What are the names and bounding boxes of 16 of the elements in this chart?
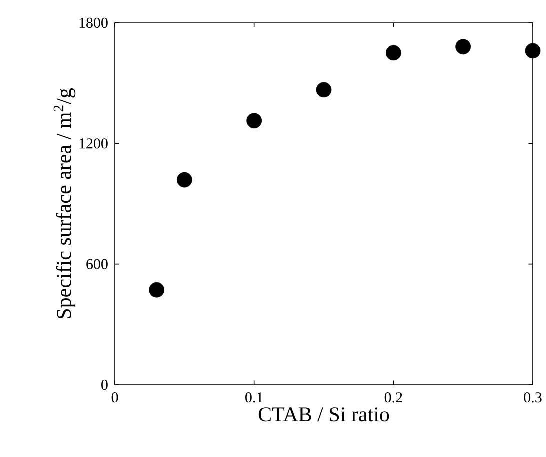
point [246, 113, 262, 129]
x-tick-label: 0.3 [524, 392, 542, 403]
y-axis-title: Specific surface area / m$^{2}$/g [54, 88, 76, 318]
point [149, 282, 165, 298]
x-tick-label: 0 [112, 392, 118, 403]
y-tick-label: 1200 [80, 138, 108, 149]
x-tick-label: 0.1 [246, 392, 263, 403]
point [386, 45, 402, 61]
point [176, 172, 192, 188]
y-tick-label: 1800 [80, 18, 108, 28]
y-tick-label: 600 [86, 259, 108, 270]
x-axis-title: CTAB / Si ratio [258, 408, 390, 422]
x-tick-label: 0.2 [384, 392, 402, 403]
point [456, 39, 472, 55]
point [316, 82, 332, 98]
y-tick-label: 0 [102, 380, 108, 390]
